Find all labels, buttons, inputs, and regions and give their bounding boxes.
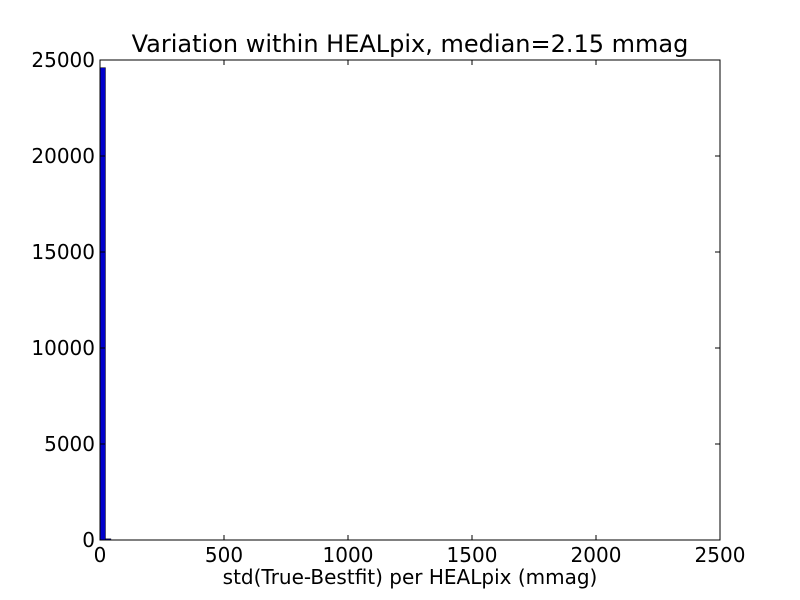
y-tick-label-0: 0	[82, 528, 95, 552]
x-tick-label-0: 0	[94, 543, 107, 567]
axis-ticks: 0 500 1000 1500 2000 250005000100001500020000…	[31, 48, 745, 567]
x-tick-label-1: 500	[205, 543, 243, 567]
y-tick-label-5: 25000	[31, 48, 95, 72]
x-tick-label-5: 2500	[695, 543, 746, 567]
x-axis-label: std(True-Bestfit) per HEALpix (mmag)	[223, 565, 598, 589]
histogram-bar-0	[99, 67, 106, 541]
x-tick-label-3: 1500	[447, 543, 498, 567]
x-tick-label-2: 1000	[323, 543, 374, 567]
x-tick-label-4: 2000	[571, 543, 622, 567]
y-tick-label-4: 20000	[31, 144, 95, 168]
chart-title: Variation within HEALpix, median=2.15 mm…	[132, 30, 689, 58]
y-tick-label-3: 15000	[31, 240, 95, 264]
y-tick-label-1: 5000	[44, 432, 95, 456]
y-tick-label-2: 10000	[31, 336, 95, 360]
plot-area-frame	[99, 59, 721, 541]
